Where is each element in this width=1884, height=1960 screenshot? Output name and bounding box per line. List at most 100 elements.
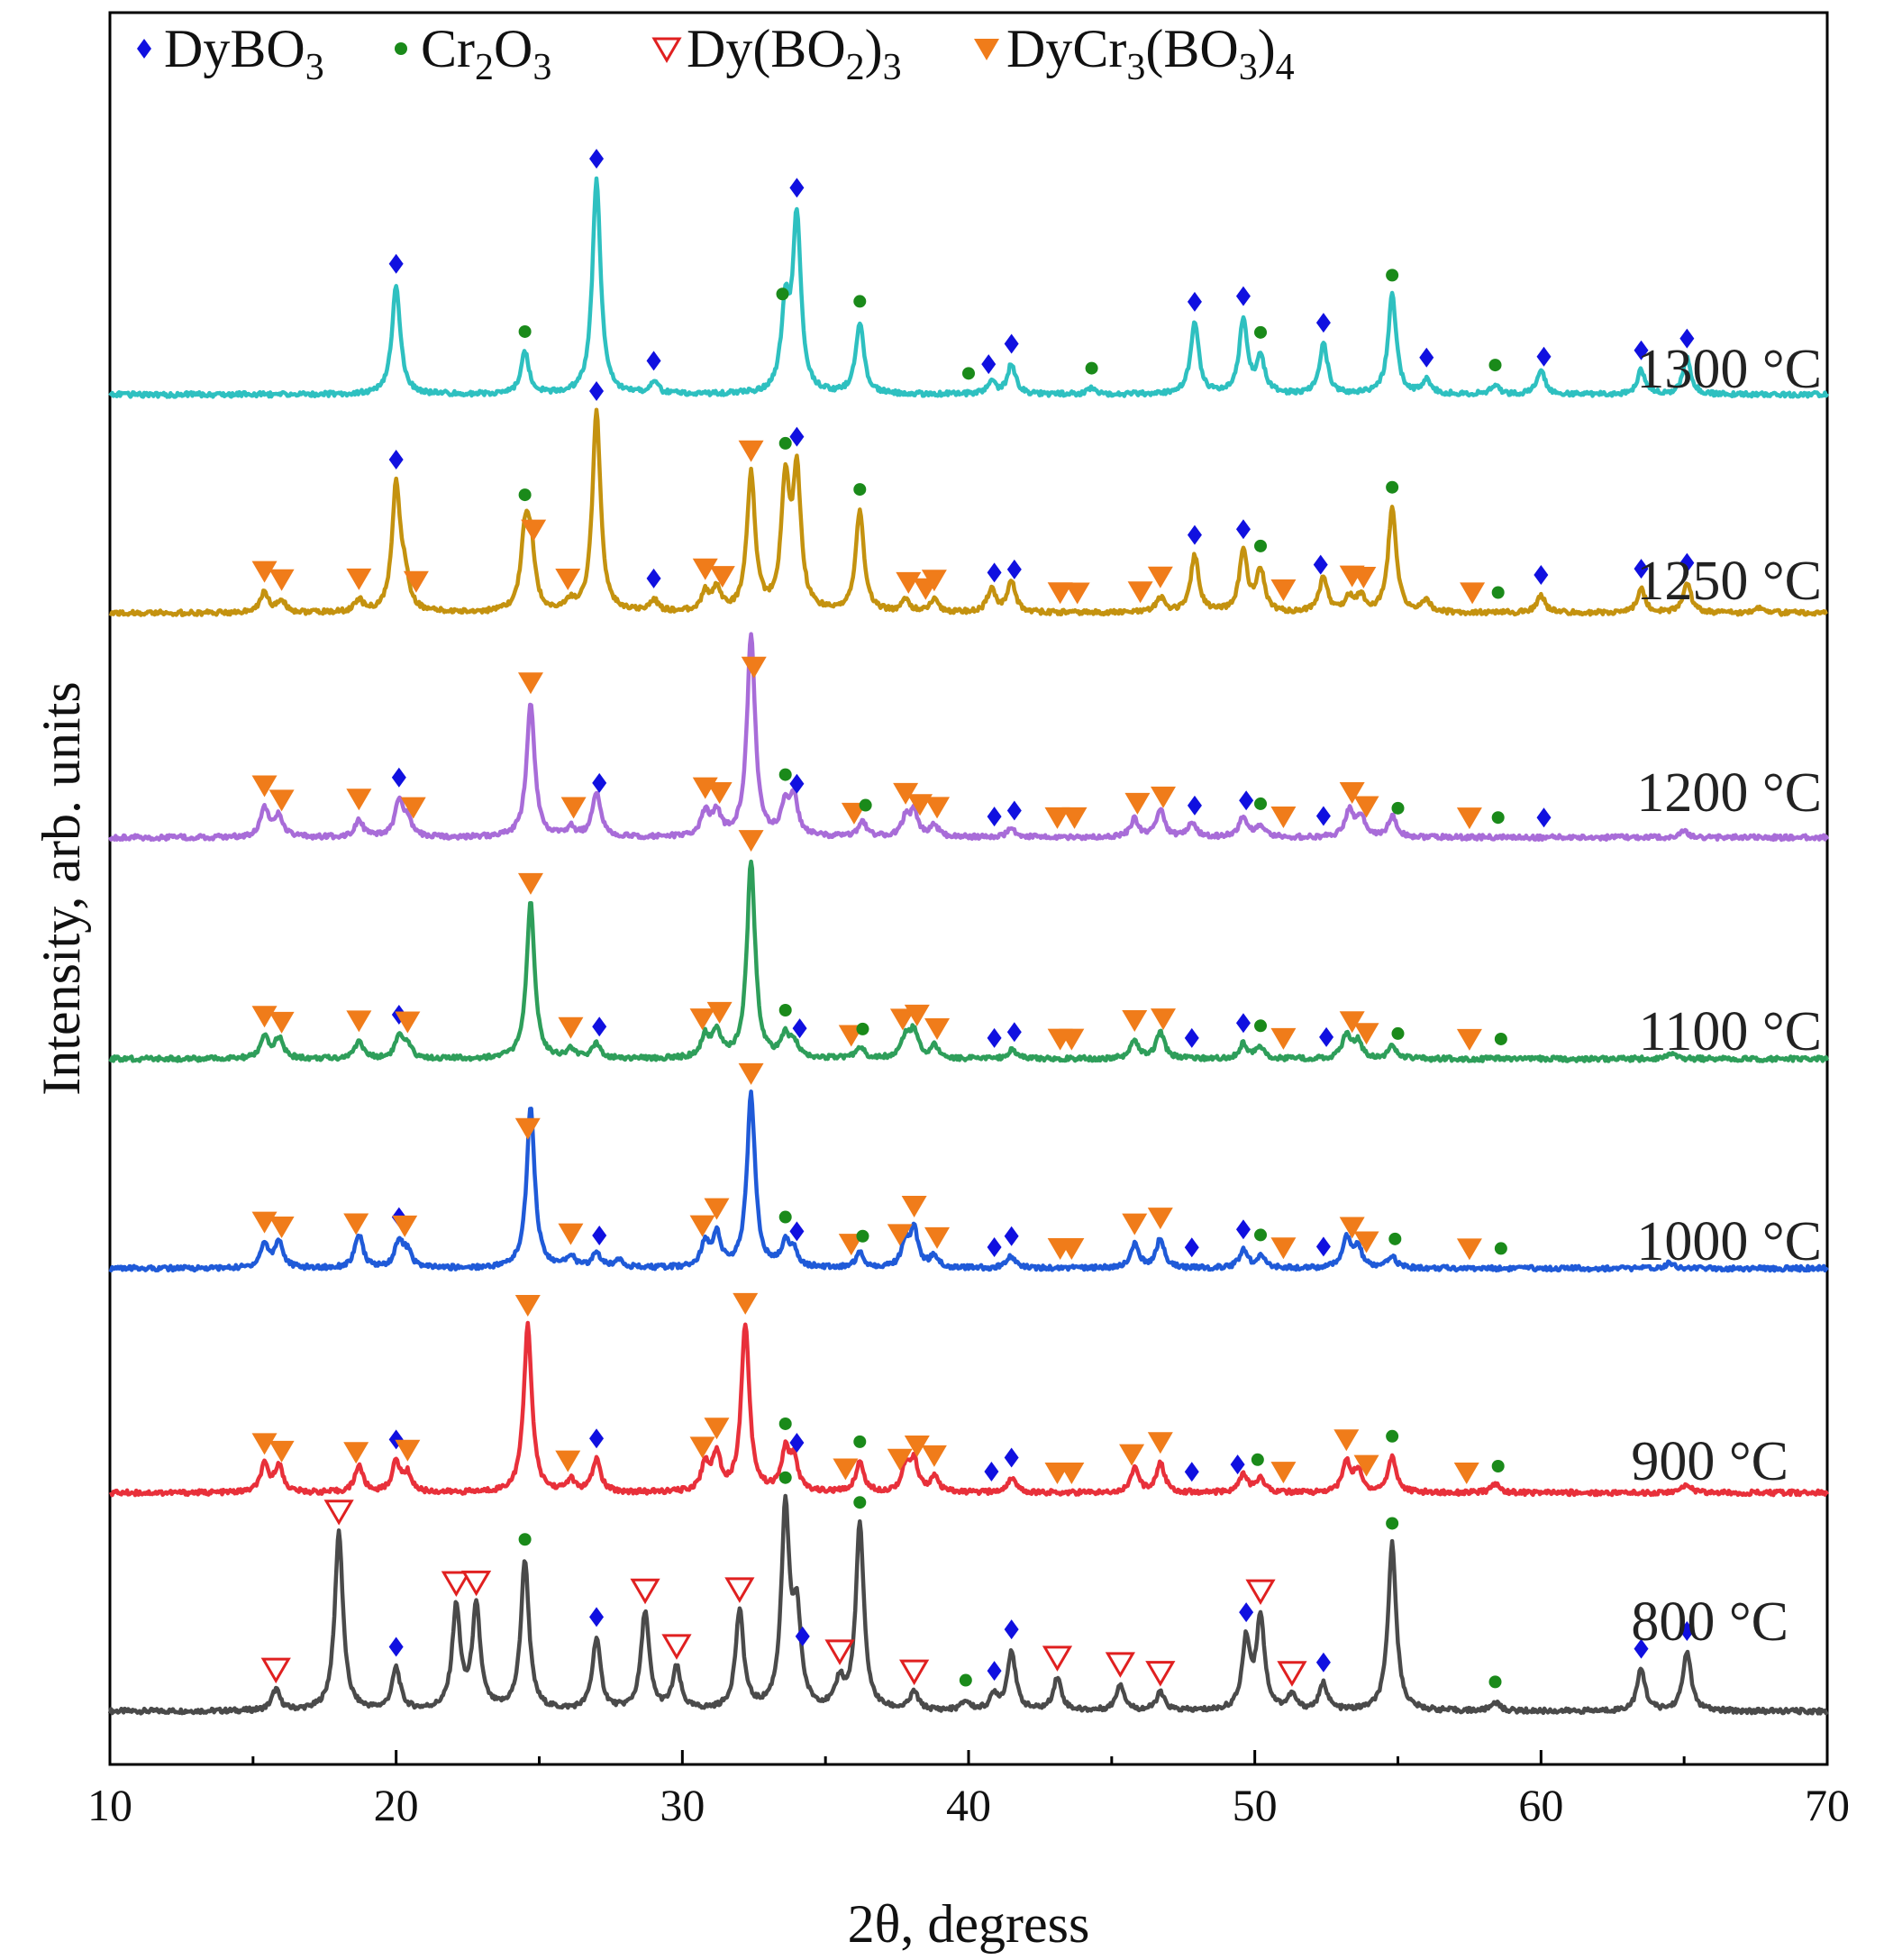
phase-marker-dycr3bo34: [1044, 807, 1070, 829]
phase-marker-dybo3: [1235, 286, 1251, 306]
phase-marker-dycr3bo34: [251, 1433, 278, 1455]
phase-marker-dycr3bo34: [1119, 1444, 1145, 1466]
phase-marker-dybo3: [1006, 1022, 1022, 1043]
phase-marker-cr2o3: [778, 436, 792, 450]
x-tick-label: 10: [87, 1780, 132, 1830]
phase-marker-cr2o3: [778, 1210, 792, 1224]
phase-marker-dycr3bo34: [1456, 1238, 1482, 1261]
x-tick-label: 30: [660, 1780, 705, 1830]
series-label: 800 °C: [1631, 1591, 1788, 1653]
phase-marker-dycr3bo34: [741, 656, 767, 679]
phase-marker-dycr3bo34: [1059, 1237, 1085, 1260]
phase-marker-cr2o3: [856, 1022, 869, 1035]
phase-marker-cr2o3: [1391, 1026, 1405, 1040]
phase-marker-dycr3bo34: [1270, 1237, 1297, 1260]
phase-marker-dycr3bo34: [400, 797, 426, 819]
phase-marker-cr2o3: [776, 287, 789, 301]
phase-marker-dybo23: [824, 1639, 855, 1665]
phase-marker-legend-dybo23: [651, 37, 682, 63]
series-label-layer: 800 °C 900 °C 1000 °C 1100 °C 1200 °C 1250 °C…: [1631, 339, 1822, 1653]
phase-marker-dybo3: [987, 1236, 1002, 1257]
phase-marker-dycr3bo34: [921, 570, 947, 592]
phase-marker-dybo3: [1634, 559, 1649, 579]
phase-marker-dycr3bo34: [555, 1450, 581, 1472]
phase-marker-cr2o3: [1491, 811, 1505, 825]
phase-marker-dybo3: [388, 450, 404, 470]
phase-marker-cr2o3: [859, 798, 872, 812]
phase-marker-dycr3bo34: [1270, 1462, 1297, 1484]
phase-marker-dybo3: [984, 1462, 999, 1482]
phase-marker-dycr3bo34: [1353, 796, 1379, 818]
phase-marker-dybo3: [1419, 347, 1434, 368]
series-layer: [107, 176, 1830, 1716]
phase-marker-dybo23: [323, 1500, 354, 1526]
phase-marker-dybo3: [1315, 313, 1331, 333]
phase-marker-dycr3bo34: [924, 1226, 951, 1249]
phase-marker-dybo3: [1004, 1619, 1019, 1640]
phase-marker-dybo3: [646, 351, 661, 371]
phase-marker-dybo3: [589, 1607, 605, 1627]
x-tick-label: 70: [1805, 1780, 1850, 1830]
phase-marker-dycr3bo34: [706, 1001, 733, 1024]
series-label: 900 °C: [1631, 1431, 1788, 1492]
phase-marker-dycr3bo34: [514, 1117, 541, 1140]
phase-marker-dybo3: [1187, 795, 1202, 816]
phase-marker-dybo3: [589, 381, 605, 402]
phase-marker-dycr3bo34: [738, 440, 764, 462]
phase-marker-dybo3: [1235, 1013, 1251, 1034]
axes-layer: 10 20 30 40 50 60 70 2θ, degress Intensity, arb.…: [32, 681, 1850, 1954]
phase-marker-cr2o3: [1085, 361, 1098, 375]
phase-marker-dybo23: [1105, 1652, 1135, 1678]
phase-marker-dycr3bo34: [1122, 1213, 1148, 1235]
phase-marker-cr2o3: [853, 295, 867, 308]
phase-marker-dybo3: [1239, 1602, 1254, 1623]
phase-marker-dycr3bo34: [1124, 792, 1151, 815]
phase-marker-cr2o3: [778, 1004, 792, 1017]
legend-label: DyBO3: [164, 19, 324, 88]
phase-marker-dycr3bo34: [689, 1215, 715, 1237]
phase-marker-dycr3bo34: [517, 672, 543, 695]
phase-marker-dycr3bo34: [1151, 1008, 1177, 1031]
legend-label: Cr2O3: [421, 19, 551, 88]
phase-marker-cr2o3: [1388, 1232, 1402, 1245]
phase-marker-cr2o3: [853, 1435, 867, 1448]
phase-marker-cr2o3: [518, 1533, 532, 1546]
phase-marker-dybo3: [795, 1626, 810, 1646]
phase-marker-cr2o3: [778, 1417, 792, 1430]
phase-marker-dybo3: [589, 149, 605, 169]
phase-marker-dycr3bo34: [1456, 1028, 1482, 1051]
phase-marker-dybo3: [1536, 807, 1552, 828]
phase-marker-dycr3bo34: [1353, 1454, 1379, 1477]
phase-marker-dycr3bo34: [924, 1018, 951, 1041]
phase-marker-dycr3bo34: [689, 1008, 715, 1031]
phase-marker-dybo3: [987, 807, 1002, 827]
phase-marker-cr2o3: [1386, 269, 1399, 282]
phase-marker-dybo3: [1187, 524, 1202, 545]
phase-marker-dycr3bo34: [1333, 1429, 1360, 1452]
phase-marker-dybo3: [1239, 790, 1254, 811]
phase-marker-cr2o3: [1254, 797, 1268, 810]
phase-marker-cr2o3: [518, 488, 532, 502]
phase-marker-dybo3: [1679, 328, 1695, 349]
phase-marker-dycr3bo34: [558, 1223, 584, 1245]
phase-marker-dybo23: [1042, 1645, 1073, 1672]
phase-marker-dycr3bo34: [1456, 807, 1482, 830]
phase-marker-dycr3bo34: [887, 1224, 913, 1246]
phase-marker-dycr3bo34: [893, 782, 919, 805]
phase-marker-dycr3bo34: [1064, 582, 1090, 605]
phase-marker-dycr3bo34: [706, 782, 733, 805]
phase-marker-dybo3: [1187, 291, 1202, 312]
phase-marker-dybo3: [1679, 552, 1695, 573]
phase-marker-dycr3bo34: [833, 1458, 859, 1481]
phase-marker-dybo3: [388, 1636, 404, 1657]
x-tick-label: 40: [946, 1780, 991, 1830]
phase-marker-dycr3bo34: [251, 561, 278, 583]
phase-marker-dybo3: [792, 1018, 807, 1039]
series-line-900c: [108, 1320, 1830, 1498]
phase-marker-cr2o3: [856, 1229, 869, 1243]
series-line-1300c: [108, 176, 1830, 399]
phase-marker-dybo3: [1004, 333, 1019, 354]
phase-marker-cr2o3: [962, 367, 975, 380]
phase-marker-dybo3: [1313, 554, 1328, 575]
phase-marker-dycr3bo34: [1453, 1462, 1479, 1484]
